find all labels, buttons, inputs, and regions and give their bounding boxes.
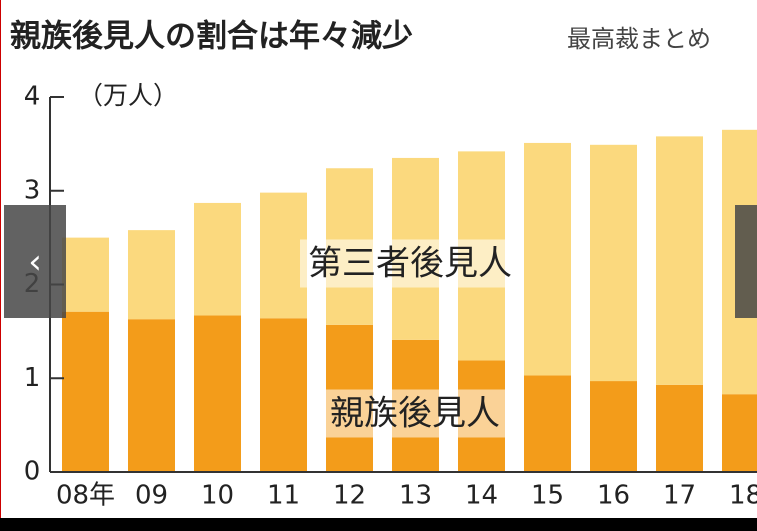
bar-segment xyxy=(128,230,175,320)
chart: 親族後見人の割合は年々減少 最高裁まとめ （万人） 08年 09 10 11 12 13 1… xyxy=(0,0,757,518)
series-label-bg xyxy=(322,389,508,438)
bar-segment xyxy=(62,311,109,472)
bar-segment xyxy=(62,237,109,312)
x-tick-label: 15 xyxy=(531,481,564,511)
y-tick-label: 4 xyxy=(24,82,41,112)
series-label-bg xyxy=(300,239,520,288)
x-tick-label: 13 xyxy=(399,481,432,511)
bar-segment xyxy=(260,192,307,319)
bar-segment xyxy=(722,394,757,472)
x-tick-label: 12 xyxy=(333,481,366,511)
chart-subtitle: 最高裁まとめ xyxy=(567,25,711,53)
next-button[interactable] xyxy=(735,205,757,318)
bar-segment xyxy=(656,136,703,385)
bar-segment xyxy=(524,375,571,472)
x-tick-label: 17 xyxy=(663,481,696,511)
series-label: 第三者後見人 xyxy=(308,244,512,284)
series-label: 親族後見人 xyxy=(330,394,500,434)
y-tick-label: 1 xyxy=(24,363,41,393)
x-tick-label: 10 xyxy=(201,481,234,511)
x-tick-label: 11 xyxy=(267,481,300,511)
x-tick-label: 16 xyxy=(597,481,630,511)
chart-title: 親族後見人の割合は年々減少 xyxy=(10,19,413,55)
bar-segment xyxy=(590,144,637,382)
bar-segment xyxy=(524,142,571,376)
x-tick-label: 08年 xyxy=(56,481,115,511)
bar-segment xyxy=(128,319,175,472)
x-tick-label: 14 xyxy=(465,481,498,511)
bar-segment xyxy=(590,381,637,472)
y-tick-label: 3 xyxy=(24,175,41,205)
x-tick-label: 09 xyxy=(135,481,168,511)
y-tick-label: 0 xyxy=(24,457,41,487)
y-unit: （万人） xyxy=(78,81,178,110)
bar-segment xyxy=(260,318,307,472)
x-tick-label: 18 xyxy=(729,481,757,511)
prev-button[interactable]: ‹ xyxy=(4,205,66,318)
bar-segment xyxy=(656,384,703,472)
bar-segment xyxy=(194,315,241,472)
bar-segment xyxy=(194,202,241,316)
